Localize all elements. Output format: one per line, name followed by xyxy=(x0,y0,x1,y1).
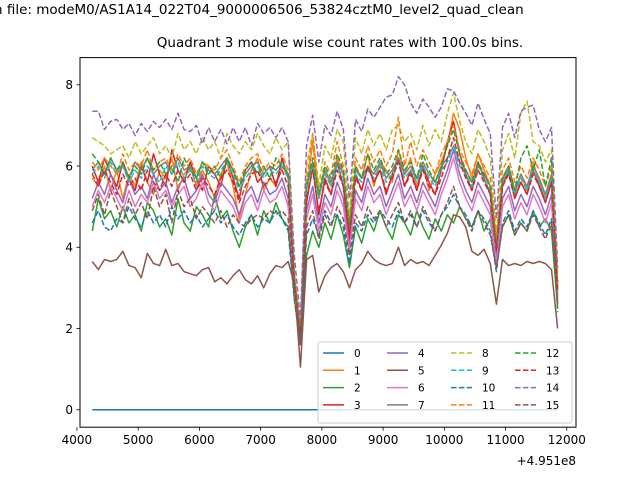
series-line-12 xyxy=(91,128,559,338)
legend-label-6: 6 xyxy=(418,383,425,395)
series-line-10 xyxy=(91,193,559,346)
legend-label-7: 7 xyxy=(418,400,425,412)
legend-label-12: 12 xyxy=(546,348,559,360)
series-line-3 xyxy=(91,120,559,334)
legend-label-3: 3 xyxy=(354,400,361,412)
series-line-7 xyxy=(91,144,559,338)
x-tick-label: 5000 xyxy=(123,433,154,447)
legend-label-9: 9 xyxy=(482,365,489,377)
series-line-6 xyxy=(91,157,559,346)
y-tick-label: 0 xyxy=(65,403,73,417)
series-line-11 xyxy=(91,116,559,334)
legend-label-14: 14 xyxy=(546,383,560,395)
y-tick-label: 4 xyxy=(65,241,73,255)
y-tick-label: 2 xyxy=(65,322,73,336)
series-line-9 xyxy=(91,144,559,338)
legend-label-2: 2 xyxy=(354,383,361,395)
x-tick-label: 4000 xyxy=(62,433,93,447)
series-layer xyxy=(91,75,559,411)
series-line-2 xyxy=(91,193,559,346)
y-axis: 0 2 4 6 8 xyxy=(65,78,80,417)
series-line-15 xyxy=(91,185,559,346)
legend-label-13: 13 xyxy=(546,365,559,377)
legend-label-0: 0 xyxy=(354,348,361,360)
x-offset-label: +4.951e8 xyxy=(517,454,576,468)
x-tick-label: 11000 xyxy=(486,433,524,447)
x-tick-label: 10000 xyxy=(425,433,463,447)
axes-frame xyxy=(79,57,577,428)
x-tick-label: 7000 xyxy=(245,433,276,447)
x-tick-label: 8000 xyxy=(307,433,338,447)
legend-label-10: 10 xyxy=(482,383,495,395)
chart-title: Quadrant 3 module wise count rates with … xyxy=(156,35,524,51)
x-axis: 4000 5000 6000 7000 8000 9000 10000 11000 12000 xyxy=(62,427,586,447)
legend-label-5: 5 xyxy=(418,365,425,377)
legend-label-1: 1 xyxy=(354,365,361,377)
series-line-8 xyxy=(91,92,559,330)
series-line-4 xyxy=(91,149,559,342)
legend-label-8: 8 xyxy=(482,348,489,360)
x-tick-label: 9000 xyxy=(368,433,399,447)
series-line-13 xyxy=(91,136,559,338)
legend-label-15: 15 xyxy=(546,400,559,412)
series-line-14 xyxy=(92,75,559,322)
x-tick-label: 12000 xyxy=(548,433,586,447)
y-tick-label: 6 xyxy=(65,159,73,173)
legend-label-4: 4 xyxy=(418,348,425,360)
legend-label-11: 11 xyxy=(482,400,495,412)
legend-box xyxy=(317,341,573,424)
series-line-5 xyxy=(91,214,559,368)
y-tick-label: 8 xyxy=(65,78,73,92)
x-tick-label: 6000 xyxy=(184,433,215,447)
figure-suptitle: n file: modeM0/AS1A14_022T04_9000006506_… xyxy=(0,2,524,18)
